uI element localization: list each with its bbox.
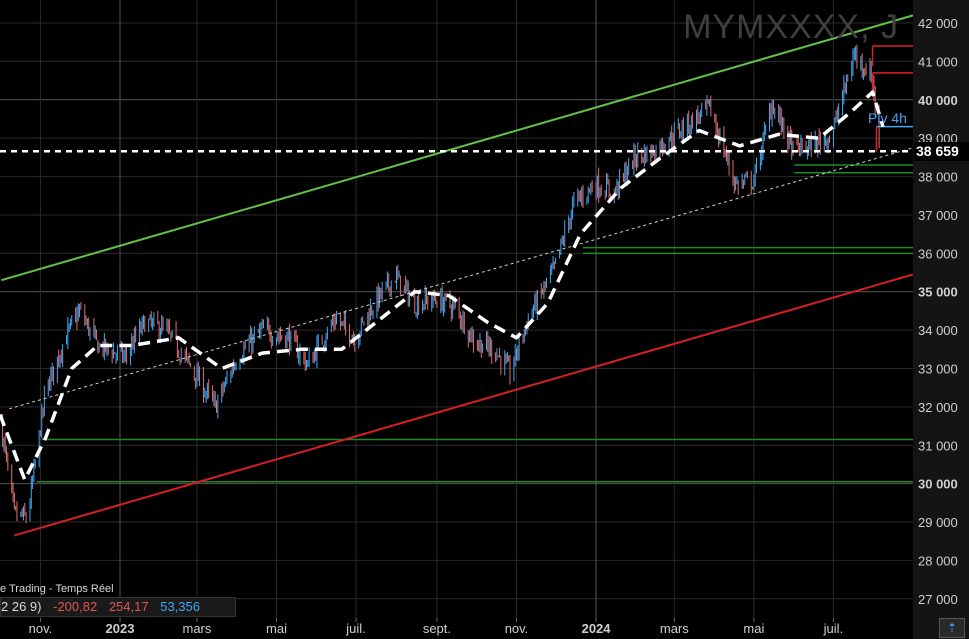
data-source-label: e Trading - Temps Réel (0, 583, 114, 595)
x-tick-label: juil. (345, 621, 366, 636)
y-tick-label: 30 000 (918, 477, 958, 492)
x-tick-label: mars (660, 621, 689, 636)
x-tick-label: sept. (423, 621, 451, 636)
indicator-params: 2 26 9) (1, 599, 42, 614)
x-tick-label: juil. (823, 621, 844, 636)
moving-average-line (0, 90, 885, 482)
y-tick-label: 37 000 (918, 208, 958, 223)
x-tick-label: 2023 (106, 621, 135, 636)
y-tick-label: 34 000 (918, 323, 958, 338)
pivot-label: Piv 4h (868, 110, 907, 126)
trendline-mid-trend (8, 147, 914, 410)
x-tick-label: 2024 (582, 621, 612, 636)
x-tick-label: mai (743, 621, 764, 636)
scroll-to-end-icon[interactable]: ⇡ (939, 618, 965, 638)
y-tick-label: 35 000 (918, 285, 958, 300)
indicator-value-2: 254,17 (108, 599, 149, 614)
y-tick-label: 27 000 (918, 592, 958, 607)
x-axis-area (0, 618, 913, 639)
chart-watermark: MYMXXXX, J (683, 8, 899, 46)
x-tick-label: mars (183, 621, 212, 636)
x-tick-label: mai (266, 621, 287, 636)
y-tick-label: 42 000 (918, 16, 958, 31)
x-tick-label: nov. (29, 621, 53, 636)
y-tick-label: 33 000 (918, 361, 958, 376)
y-tick-label: 40 000 (918, 93, 958, 108)
y-tick-label: 36 000 (918, 246, 958, 261)
y-tick-label: 32 000 (918, 400, 958, 415)
y-tick-label: 38 000 (918, 170, 958, 185)
y-axis-area (913, 0, 969, 639)
trendline-lower-channel (14, 273, 914, 537)
indicator-value-3: 53,356 (160, 599, 200, 614)
y-tick-label: 41 000 (918, 54, 958, 69)
y-tick-label: 28 000 (918, 553, 958, 568)
indicator-panel: 2 26 9) -200,82 254,17 53,356 (0, 597, 236, 617)
x-tick-label: nov. (505, 621, 529, 636)
current-price-label: 38 659 (914, 142, 969, 162)
y-tick-label: 29 000 (918, 515, 958, 530)
trendline-upper-channel (1, 14, 914, 282)
indicator-value-1: -200,82 (53, 599, 98, 614)
y-tick-label: 31 000 (918, 438, 958, 453)
